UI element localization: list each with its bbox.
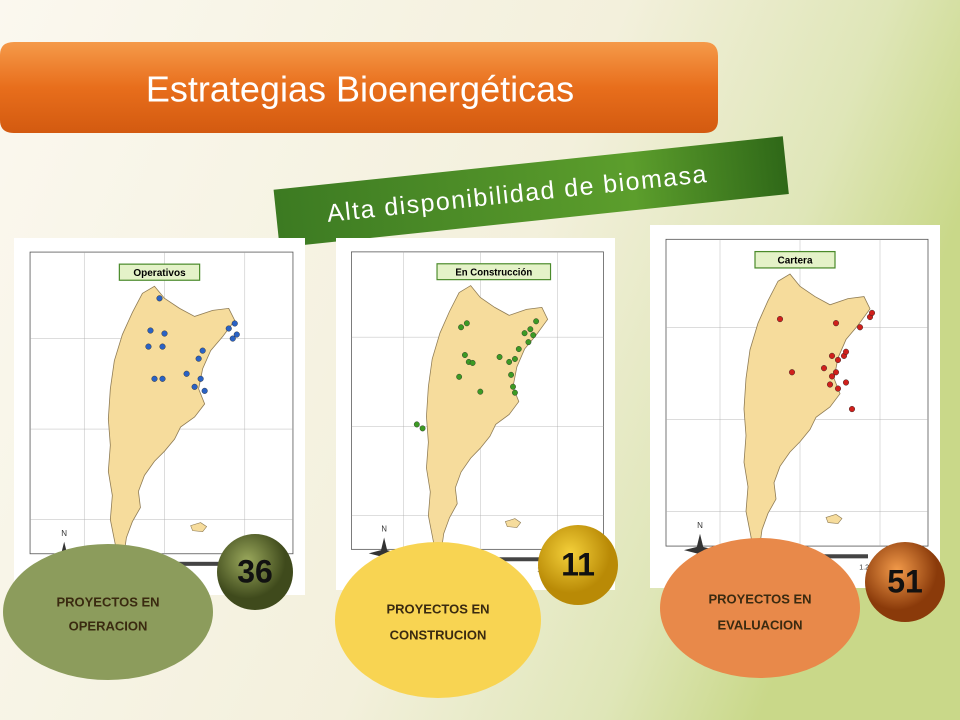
project-dot (156, 295, 163, 302)
project-dot (832, 320, 839, 327)
count: 11 (561, 546, 595, 582)
map-label: En Construcción (455, 267, 532, 278)
project-dot (413, 421, 420, 428)
project-dot (161, 330, 168, 337)
islands (190, 522, 208, 532)
project-dot (508, 371, 514, 378)
project-dot (183, 370, 190, 377)
caption-ellipse (660, 538, 860, 678)
count-badge (865, 542, 945, 622)
project-dot (496, 354, 503, 360)
map: CarteraN02154308601.290 (650, 225, 940, 588)
project-dot (151, 375, 158, 382)
project-dot (197, 375, 204, 382)
panels: OperativosN02054108201.23PROYECTOS ENOPE… (3, 225, 945, 698)
project-dot (506, 358, 513, 365)
project-dot (826, 381, 833, 388)
project-dot (842, 348, 849, 355)
caption: PROYECTOS EN (708, 591, 811, 606)
caption: OPERACION (69, 618, 148, 633)
project-dot (463, 320, 470, 327)
map-label-box (754, 250, 836, 269)
panel: CarteraN02154308601.290PROYECTOS ENEVALU… (650, 225, 945, 678)
project-dot (191, 383, 198, 390)
project-dot (530, 332, 537, 339)
project-dot (419, 425, 426, 432)
project-dot (515, 346, 522, 353)
north: N (381, 525, 387, 534)
project-dot (147, 327, 154, 334)
project-dot (521, 330, 528, 337)
map-label-box (436, 263, 552, 281)
project-dot (201, 387, 208, 394)
title: Estrategias Bioenergéticas (146, 69, 574, 110)
project-dot (527, 326, 534, 333)
project-dot (159, 375, 166, 382)
count: 36 (237, 553, 273, 589)
count-badge (538, 525, 618, 605)
project-dot (456, 373, 463, 380)
project-dot (469, 359, 476, 366)
project-dot (828, 373, 835, 380)
caption: CONSTRUCION (390, 627, 487, 642)
islands (825, 514, 843, 524)
project-dot (512, 389, 518, 396)
project-dot (458, 324, 464, 331)
caption-ellipse (335, 542, 541, 698)
compass (368, 537, 400, 570)
project-dot (462, 352, 468, 358)
project-dot (229, 335, 236, 342)
project-dot (231, 320, 238, 327)
project-dot (832, 369, 839, 376)
caption: PROYECTOS EN (56, 594, 159, 609)
north: N (61, 529, 67, 538)
project-dot (856, 324, 863, 331)
project-dot (477, 388, 484, 395)
project-dot (828, 352, 835, 359)
compass (684, 533, 716, 567)
map-label-box (118, 263, 201, 281)
project-dot (145, 343, 152, 350)
project-dot (195, 355, 202, 362)
project-dot (159, 343, 166, 350)
project-dot (533, 318, 539, 325)
north: N (697, 521, 703, 530)
caption: EVALUACION (718, 617, 803, 632)
caption-ellipse (3, 544, 213, 680)
project-dot (868, 309, 875, 317)
banner (273, 136, 789, 248)
islands (504, 518, 522, 528)
project-dot (834, 356, 841, 364)
project-dot (842, 379, 849, 386)
project-dot (510, 383, 516, 390)
project-dot (199, 347, 206, 354)
panel: OperativosN02054108201.23PROYECTOS ENOPE… (3, 238, 305, 680)
title-bar (0, 42, 718, 133)
project-dot (233, 331, 240, 338)
project-dot (788, 369, 795, 376)
project-dot (820, 365, 827, 372)
project-dot (525, 339, 532, 346)
count-badge (217, 534, 293, 610)
project-dot (512, 355, 518, 362)
project-dot (848, 405, 855, 413)
panel: En ConstrucciónN02054108201.230PROYECTOS… (335, 238, 618, 698)
map-label: Operativos (133, 268, 186, 279)
project-dot (776, 316, 783, 323)
map-label: Cartera (777, 255, 812, 266)
project-dot (225, 325, 232, 332)
count: 51 (887, 563, 923, 599)
project-dot (834, 385, 841, 392)
caption: PROYECTOS EN (386, 601, 489, 616)
